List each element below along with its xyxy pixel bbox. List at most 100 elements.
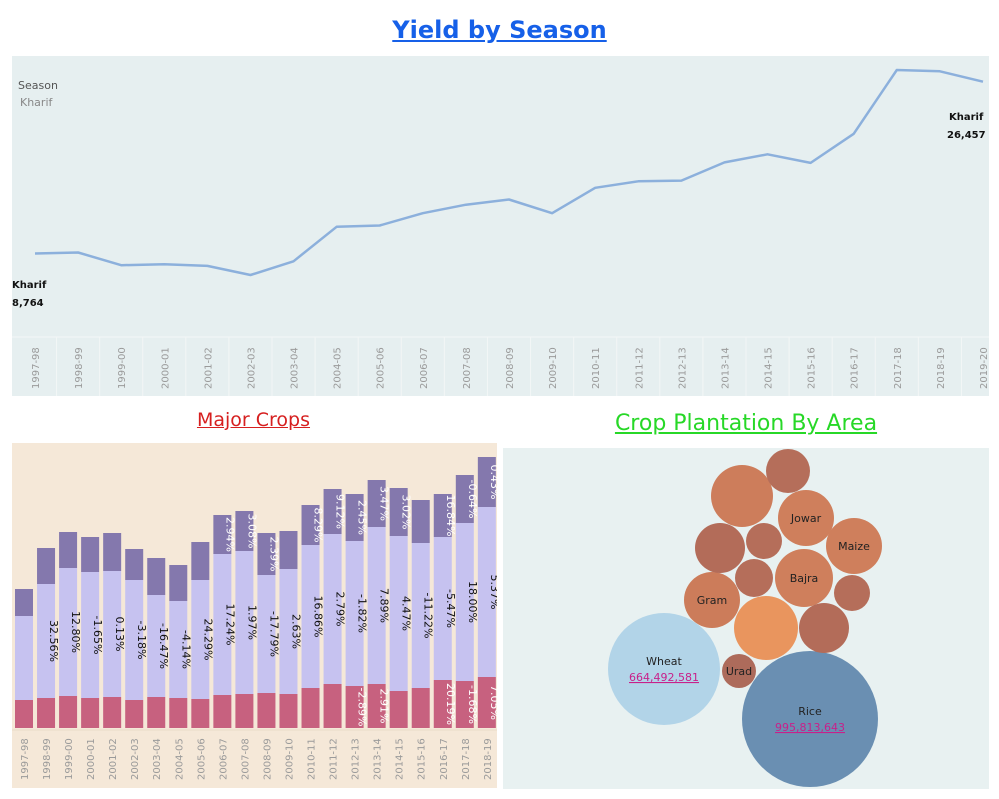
bubble-bajra — [775, 549, 833, 607]
bar-segment-middle — [455, 523, 474, 681]
start-label-value: 8,764 — [12, 298, 44, 309]
x-tick-label: 1999-00 — [117, 347, 128, 389]
bar-segment-middle — [367, 527, 386, 684]
x-tick-label: 2007-08 — [462, 347, 473, 389]
x-tick-label: 2015-16 — [807, 347, 818, 389]
bar-segment-middle — [37, 584, 56, 698]
bar-segment-bottom — [15, 700, 33, 728]
x-tick-label: 2005-06 — [376, 347, 387, 389]
bubble-wheat-label: Wheat — [646, 655, 682, 668]
x-tick-label: 2015-16 — [417, 738, 428, 780]
bar-data-label: -1.65% — [91, 616, 104, 655]
bubble-rice-value: 995,813,643 — [775, 721, 845, 734]
bar-segment-top — [279, 531, 298, 569]
major-crops-title[interactable]: Major Crops — [196, 409, 311, 431]
x-tick-label: 2008-09 — [262, 738, 273, 780]
x-tick-label: 2004-05 — [333, 347, 344, 389]
bar-segment-bottom — [455, 681, 474, 728]
x-tick-label: 2012-13 — [351, 738, 362, 780]
bar-segment-middle — [477, 507, 496, 677]
bubble-jowar-label: Jowar — [790, 512, 822, 525]
bar-data-label: 3.08% — [245, 514, 258, 549]
bar-segment-bottom — [235, 694, 254, 728]
x-tick-label: 2002-03 — [130, 738, 141, 780]
bubble-maize — [826, 518, 882, 574]
end-label-name: Kharif — [949, 112, 984, 123]
bar-segment-middle — [125, 580, 144, 700]
bar-segment-top — [147, 558, 166, 595]
bubble-unlabeled — [711, 465, 773, 527]
bar-segment-top — [125, 549, 144, 580]
x-tick-label: 2009-10 — [548, 347, 559, 389]
x-tick-label: 2013-14 — [720, 347, 731, 389]
bar-segment-bottom — [191, 699, 210, 728]
bar-data-label: 16.86% — [312, 596, 325, 638]
yield-by-season-title[interactable]: Yield by Season — [392, 16, 607, 44]
x-tick-label: 2017-18 — [893, 347, 904, 389]
bar-segment-middle — [59, 568, 78, 696]
bubble-unlabeled — [695, 523, 745, 573]
x-tick-label: 2016-17 — [850, 347, 861, 389]
bar-segment-bottom — [103, 697, 122, 728]
bar-segment-top — [389, 488, 408, 536]
x-tick-label: 2006-07 — [419, 347, 430, 389]
bar-segment-top — [37, 548, 56, 584]
bar-data-label: -1.82% — [356, 594, 369, 633]
x-tick-label: 2010-11 — [307, 738, 318, 780]
crop-area-bubble-chart[interactable]: Rice 995,813,643 Wheat 664,492,581 Maize Jowa… — [503, 448, 989, 789]
bubble-rice-label: Rice — [798, 705, 822, 718]
bar-data-label: 2.45% — [356, 500, 369, 535]
major-crops-bar-chart[interactable]: 1997-98 32.56% 1998-99 12.80% 1999-00 -1.65% 2… — [12, 443, 497, 788]
bar-segment-top — [235, 511, 254, 551]
yield-line-chart[interactable]: 1997-98 1998-99 1999-00 2000-01 2001-02 2002-… — [12, 56, 989, 396]
bar-segment-middle — [191, 580, 210, 699]
bar-data-label: -17.79% — [267, 611, 280, 657]
x-tick-label: 2010-11 — [591, 347, 602, 389]
x-tick-label: 2011-12 — [634, 347, 645, 389]
bar-data-label: 7.05% — [488, 685, 497, 720]
bar-data-label: -4.14% — [179, 630, 192, 669]
x-tick-label: 2003-04 — [152, 738, 163, 780]
bar-data-label: 1.97% — [245, 605, 258, 640]
bar-segment-top — [213, 515, 232, 554]
bar-segment-bottom — [37, 698, 56, 728]
bubble-wheat — [608, 613, 720, 725]
bar-segment-bottom — [389, 691, 408, 728]
yield-line-kharif — [34, 68, 984, 277]
bar-segment-middle — [389, 536, 408, 691]
bar-segment-top — [257, 533, 276, 575]
x-tick-label: 2001-02 — [203, 347, 214, 389]
bar-segment-middle — [323, 534, 342, 684]
bar-data-label: 5.37% — [488, 575, 497, 610]
x-tick-label: 2000-01 — [160, 347, 171, 389]
x-tick-label: 2019-20 — [979, 347, 989, 389]
bubble-unlabeled — [799, 603, 849, 653]
bar-data-label: -3.18% — [135, 621, 148, 660]
x-tick-label: 2011-12 — [329, 738, 340, 780]
bar-data-label: 7.89% — [378, 588, 391, 623]
bar-segment-bottom — [367, 684, 386, 728]
bar-data-label: 4.47% — [400, 596, 413, 631]
bar-segment-bottom — [477, 677, 496, 728]
x-tick-label: 2000-01 — [86, 738, 97, 780]
bar-segment-middle — [147, 595, 166, 697]
x-tick-label: 1998-99 — [42, 738, 53, 780]
bar-data-label: 16.84% — [444, 495, 457, 537]
bar-segment-middle — [235, 551, 254, 694]
bar-data-label: 0.13% — [113, 617, 126, 652]
bubble-wheat-value: 664,492,581 — [629, 671, 699, 684]
bar-segment-bottom — [147, 697, 166, 728]
bar-segment-bottom — [301, 688, 320, 728]
bar-data-label: 8.29% — [312, 508, 325, 543]
bubble-unlabeled — [746, 523, 782, 559]
bar-segment-bottom — [169, 698, 188, 728]
crop-plantation-title[interactable]: Crop Plantation By Area — [614, 411, 878, 436]
bar-data-label: -0.64% — [466, 480, 479, 519]
bar-segment-top — [191, 542, 210, 580]
bar-segment-top — [59, 532, 78, 568]
bar-segment-bottom — [125, 700, 144, 728]
x-tick-label: 1997-98 — [31, 347, 42, 389]
x-tick-label: 1999-00 — [64, 738, 75, 780]
bar-data-label: 24.29% — [201, 619, 214, 661]
end-label-value: 26,457 — [947, 130, 986, 141]
